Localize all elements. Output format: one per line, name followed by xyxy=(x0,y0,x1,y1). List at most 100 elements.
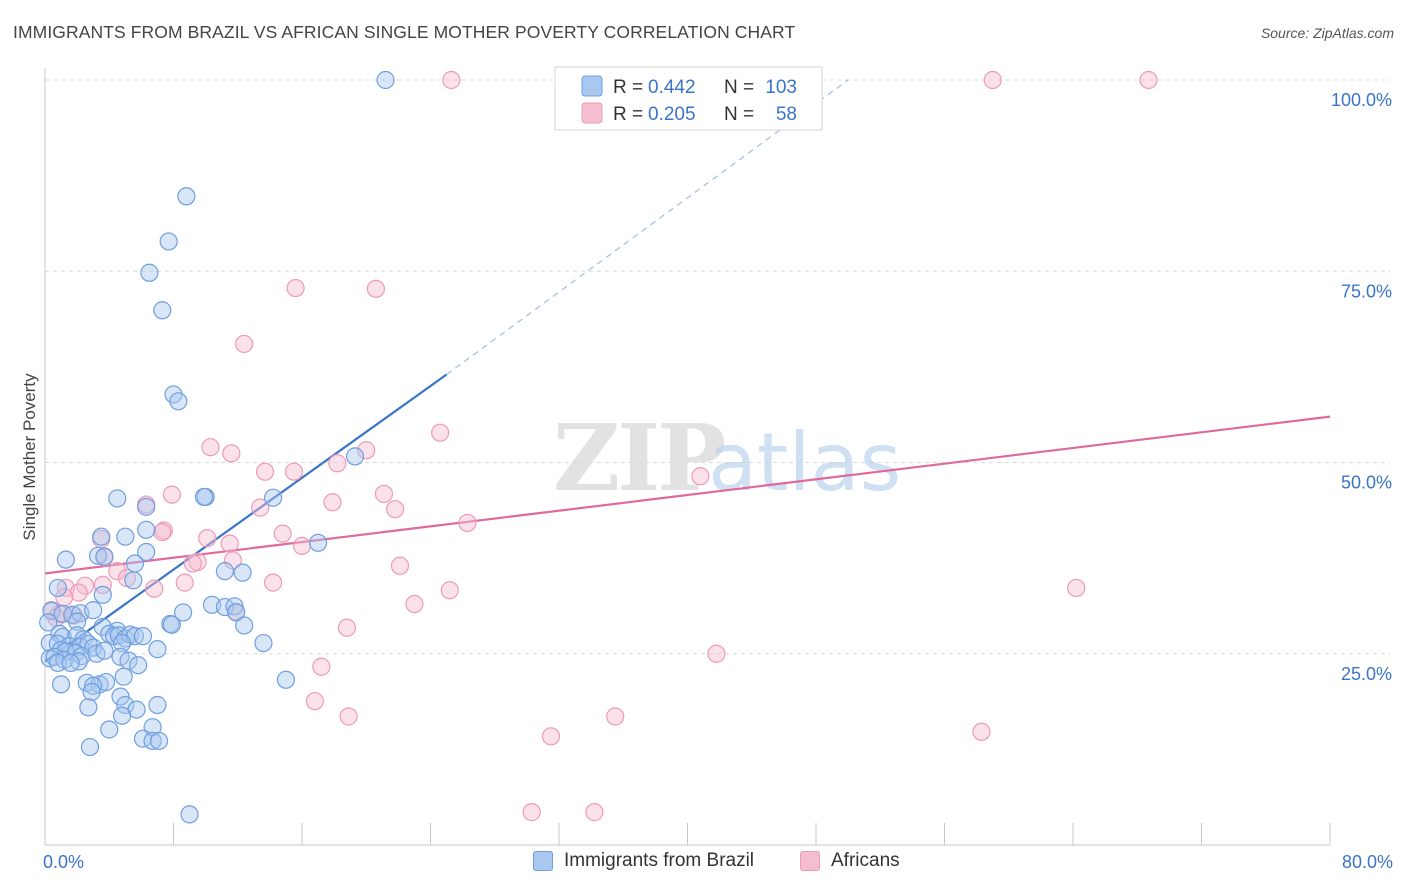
data-point-africans xyxy=(284,462,304,481)
legend-label-africans: Africans xyxy=(831,850,900,871)
data-point-africans xyxy=(292,536,312,555)
data-point-brazil xyxy=(162,615,181,634)
legend-swatch-africans xyxy=(581,102,603,124)
data-point-brazil xyxy=(114,667,133,686)
data-point-brazil xyxy=(133,627,153,646)
y-tick-label-75: 75.0% xyxy=(1341,281,1392,301)
data-point-africans xyxy=(339,707,358,726)
data-point-africans xyxy=(183,554,202,573)
data-point-africans xyxy=(522,803,541,822)
data-point-africans xyxy=(541,727,561,746)
data-point-africans xyxy=(153,523,172,542)
data-point-brazil xyxy=(79,698,98,717)
data-point-brazil xyxy=(137,520,156,539)
watermark-zip: ZIP xyxy=(553,404,724,512)
legend-box: R = 0.442 N = 103 R = 0.205 N = 58 xyxy=(554,66,823,131)
data-point-africans xyxy=(145,579,164,598)
x-axis xyxy=(44,823,1331,846)
data-point-africans xyxy=(1067,578,1086,598)
data-point-africans xyxy=(357,441,376,460)
legend-r-label-brazil: R = xyxy=(613,77,643,98)
data-point-brazil xyxy=(148,640,167,659)
data-point-brazil xyxy=(225,597,244,616)
data-point-africans xyxy=(175,573,194,592)
data-point-brazil xyxy=(112,706,132,725)
data-point-africans xyxy=(162,485,181,504)
bottom-legend: Immigrants from Brazil Africans xyxy=(0,850,1406,880)
data-point-brazil xyxy=(88,546,108,565)
data-point-brazil xyxy=(72,646,92,666)
data-point-brazil xyxy=(48,578,67,598)
data-point-brazil xyxy=(308,533,328,552)
data-point-brazil xyxy=(174,603,193,622)
legend-item-brazil[interactable]: Immigrants from Brazil xyxy=(533,850,754,872)
data-point-brazil xyxy=(169,392,188,411)
data-point-brazil xyxy=(254,633,273,653)
data-point-africans xyxy=(386,500,405,519)
data-point-brazil xyxy=(180,805,199,824)
data-point-africans xyxy=(220,534,239,553)
data-point-brazil xyxy=(125,554,145,573)
legend-r-value-brazil: 0.442 xyxy=(648,77,696,98)
x-tick-min: 0.0% xyxy=(43,852,85,872)
data-point-brazil xyxy=(82,682,101,702)
data-point-africans xyxy=(366,279,385,298)
legend-item-africans[interactable]: Africans xyxy=(800,850,900,872)
data-point-africans xyxy=(405,594,424,614)
watermark-atlas: atlas xyxy=(708,416,901,509)
data-point-africans xyxy=(312,657,331,676)
data-point-brazil xyxy=(39,613,58,632)
data-point-africans xyxy=(328,454,347,473)
data-point-brazil xyxy=(137,497,156,516)
data-point-brazil xyxy=(92,527,111,546)
data-point-brazil xyxy=(84,601,103,620)
legend-n-value-brazil: 103 xyxy=(765,77,797,98)
data-point-africans xyxy=(93,575,112,595)
series-brazil xyxy=(39,70,395,824)
data-point-africans xyxy=(222,444,241,463)
data-point-africans xyxy=(255,462,275,481)
legend-r-label-africans: R = xyxy=(613,104,643,125)
legend-n-label-brazil: N = xyxy=(724,77,754,98)
data-point-brazil xyxy=(112,633,132,653)
data-point-africans xyxy=(337,618,357,637)
data-point-brazil xyxy=(48,653,67,673)
data-point-brazil xyxy=(137,542,156,562)
legend-swatch-africans xyxy=(800,851,820,871)
data-point-brazil xyxy=(51,675,71,694)
data-point-brazil xyxy=(148,695,167,715)
data-point-brazil xyxy=(194,487,214,507)
data-point-africans xyxy=(374,484,394,503)
trend-line-brazil-extended xyxy=(446,79,849,376)
data-point-brazil xyxy=(68,612,87,631)
data-point-africans xyxy=(69,583,88,602)
data-point-africans xyxy=(263,573,283,592)
data-point-africans xyxy=(305,692,324,711)
source-label: Source: ZipAtlas.com xyxy=(1260,25,1394,41)
data-point-brazil xyxy=(149,731,169,751)
data-point-africans xyxy=(431,423,450,442)
data-point-brazil xyxy=(177,187,196,206)
data-point-brazil xyxy=(56,550,75,569)
chart-title: IMMIGRANTS FROM BRAZIL VS AFRICAN SINGLE… xyxy=(13,22,796,42)
trend-lines xyxy=(44,79,1331,663)
data-point-africans xyxy=(972,722,991,741)
data-point-brazil xyxy=(140,263,159,282)
data-point-brazil xyxy=(376,70,395,90)
data-point-brazil xyxy=(345,447,365,466)
data-point-africans xyxy=(235,334,254,354)
data-point-africans xyxy=(390,556,410,575)
y-tick-label-25: 25.0% xyxy=(1341,664,1392,684)
data-point-brazil xyxy=(215,562,234,581)
data-point-africans xyxy=(442,70,461,90)
data-point-brazil xyxy=(124,571,143,590)
data-point-brazil xyxy=(111,687,130,706)
data-point-brazil xyxy=(161,614,180,634)
legend-label-brazil: Immigrants from Brazil xyxy=(564,850,755,871)
data-point-africans xyxy=(585,803,604,822)
data-point-brazil xyxy=(276,670,296,689)
data-point-africans xyxy=(251,498,270,517)
data-point-brazil xyxy=(235,616,254,635)
